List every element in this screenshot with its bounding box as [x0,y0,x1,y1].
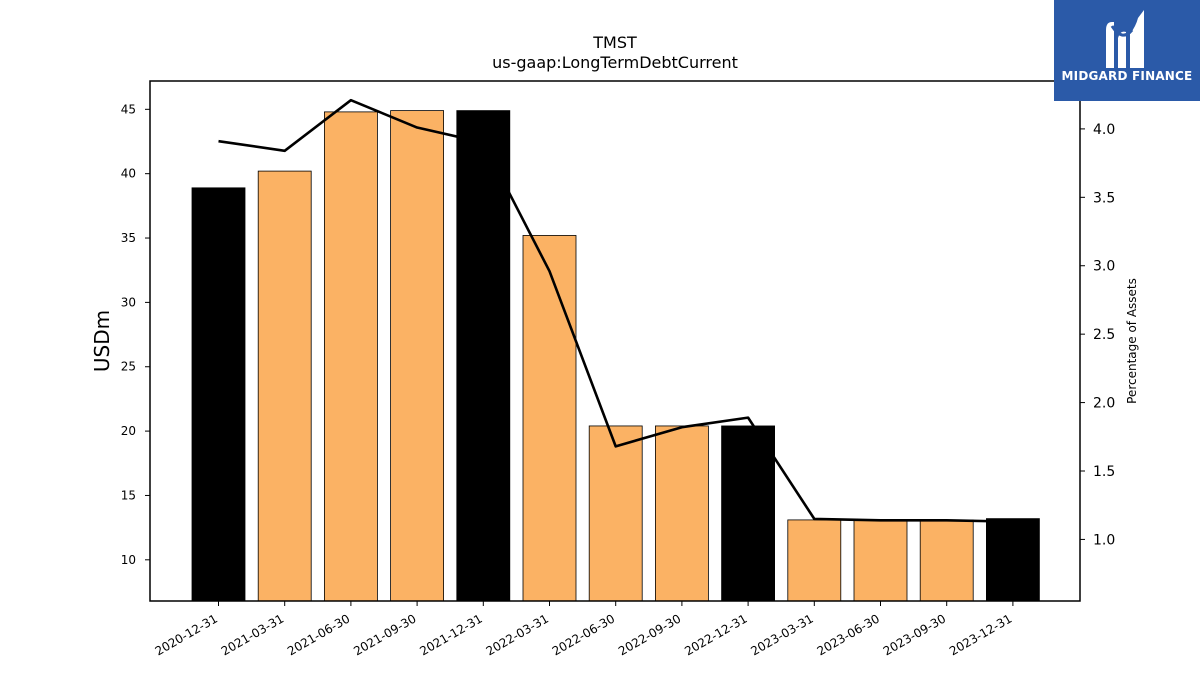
y2-tick-label: 1.0 [1093,532,1115,548]
x-tick-label: 2022-06-30 [550,611,617,658]
y2-tick-label: 4.0 [1093,122,1115,138]
bar-2021-12-31 [456,110,511,602]
mf-logo-icon [1106,10,1144,69]
y-axis-label: USDm [90,310,114,372]
y-tick-label: 15 [121,488,136,502]
x-tick-label: 2022-03-31 [484,611,551,658]
chart-title: TMST [592,33,637,52]
y-tick-label: 25 [121,360,136,374]
bar-2023-06-30 [853,519,908,602]
y-tick-label: 10 [121,553,136,567]
bar-2023-03-31 [787,519,842,602]
bar-2023-09-30 [919,519,974,602]
x-tick-label: 2020-12-31 [153,611,220,658]
bar-2022-06-30 [588,425,643,602]
bar-2020-12-31 [191,187,246,602]
x-tick-label: 2021-03-31 [219,611,286,658]
y-tick-label: 30 [121,295,136,309]
x-tick-label: 2021-09-30 [351,611,418,658]
x-tick-label: 2021-06-30 [285,611,352,658]
y2-tick-label: 2.0 [1093,396,1115,412]
y-tick-label: 45 [121,102,136,116]
y2-tick-label: 1.5 [1093,464,1115,480]
x-tick-label: 2023-09-30 [881,611,948,658]
x-tick-label: 2022-12-31 [682,611,749,658]
y-tick-label: 20 [121,424,136,438]
x-tick-label: 2021-12-31 [417,611,484,658]
line-group [218,98,1013,523]
bar-2022-12-31 [721,425,775,602]
y2-axis-label: Percentage of Assets [1125,278,1139,404]
brand-logo: MIDGARD FINANCE [1054,0,1200,101]
x-tick-label: 2023-06-30 [815,611,882,658]
bar-2022-09-30 [655,425,709,602]
y2-tick-label: 3.0 [1093,259,1115,275]
x-tick-label: 2023-03-31 [748,611,815,658]
y-tick-label: 35 [121,231,136,245]
bars-group [191,110,1040,602]
bar-2021-03-31 [257,170,312,602]
series-line-percentage-of-assets [218,98,1013,523]
y-tick-label: 40 [121,167,136,181]
brand-name: MIDGARD FINANCE [1061,69,1193,83]
bar-2021-09-30 [390,110,445,602]
chart-subtitle: us-gaap:LongTermDebtCurrent [492,53,738,72]
y2-tick-label: 2.5 [1093,327,1115,343]
bar-2023-12-31 [986,518,1040,602]
y2-tick-label: 3.5 [1093,190,1115,206]
x-tick-label: 2023-12-31 [947,611,1014,658]
plot-frame [149,80,1081,602]
x-tick-label: 2022-09-30 [616,611,683,658]
bar-2022-03-31 [522,235,577,602]
bar-2021-06-30 [323,111,378,602]
